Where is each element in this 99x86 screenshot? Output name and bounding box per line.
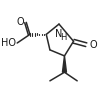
Polygon shape [62, 56, 66, 72]
Text: O: O [16, 17, 24, 27]
Text: HO: HO [1, 38, 16, 48]
Text: N: N [55, 29, 63, 39]
Text: O: O [89, 40, 97, 50]
Text: H: H [60, 33, 66, 42]
